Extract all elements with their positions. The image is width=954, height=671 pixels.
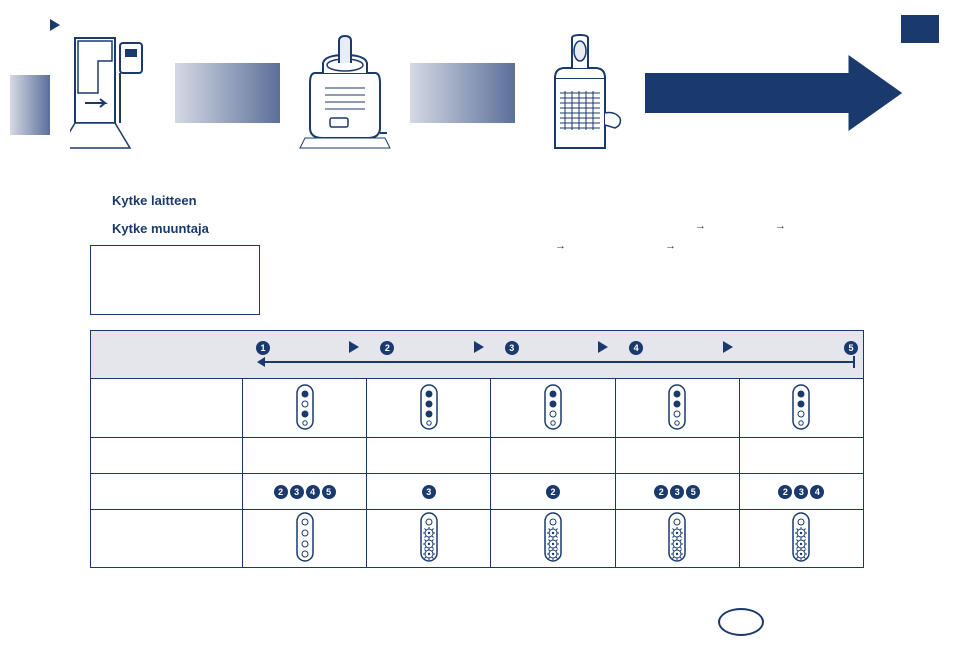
gradient-block-1	[175, 63, 280, 123]
program-table: 12345 234532235234	[90, 330, 864, 568]
header-step-number: 3	[505, 341, 519, 355]
step-badge: 2	[654, 485, 668, 499]
table-cell	[740, 379, 863, 437]
step-badge: 2	[778, 485, 792, 499]
arrow-glyph: →	[555, 240, 566, 252]
table-cell	[616, 510, 740, 567]
header-triangle-icon	[474, 341, 484, 353]
table-row: 234532235234	[91, 473, 863, 509]
table-header-row: 1 2 3 4 5	[91, 331, 863, 379]
row-label-cell	[91, 510, 243, 567]
hero-process-row	[50, 15, 904, 170]
table-cell: 3	[367, 474, 491, 509]
table-cell	[616, 438, 740, 473]
indicator-fan-icon	[295, 512, 315, 565]
row-label-cell	[91, 474, 243, 509]
indicator-pill-icon	[544, 384, 562, 433]
table-cell	[243, 510, 367, 567]
gradient-block-0	[10, 75, 50, 135]
note-box	[90, 245, 260, 315]
step-badge: 3	[422, 485, 436, 499]
indicator-pill-icon	[792, 384, 810, 433]
table-cell	[367, 510, 491, 567]
row-label-cell	[91, 438, 243, 473]
table-cell	[740, 510, 863, 567]
page-corner-tab	[901, 15, 939, 43]
heading-1: Kytke laitteen	[112, 193, 197, 208]
header-step-number: 4	[629, 341, 643, 355]
indicator-fan-icon	[419, 512, 439, 565]
table-cell	[367, 379, 491, 437]
table-cell	[491, 379, 615, 437]
step-badge: 4	[306, 485, 320, 499]
table-cell: 2345	[243, 474, 367, 509]
page-number-oval	[718, 608, 764, 636]
header-step-number: 5	[844, 341, 858, 355]
indicator-pill-icon	[668, 384, 686, 433]
header-step-number: 2	[380, 341, 394, 355]
big-arrow-icon	[645, 53, 904, 133]
table-row	[91, 379, 863, 437]
table-row	[91, 437, 863, 473]
step-badge: 2	[546, 485, 560, 499]
step-badge: 3	[670, 485, 684, 499]
indicator-fan-icon	[667, 512, 687, 565]
indicator-pill-icon	[420, 384, 438, 433]
step-badge: 4	[810, 485, 824, 499]
table-cell: 2	[491, 474, 615, 509]
table-cell	[740, 438, 863, 473]
step-badge: 3	[290, 485, 304, 499]
table-cell	[491, 510, 615, 567]
table-cell: 235	[616, 474, 740, 509]
table-cell	[367, 438, 491, 473]
timeline-arrowhead-icon	[257, 357, 265, 367]
table-cell	[491, 438, 615, 473]
step-badge: 5	[322, 485, 336, 499]
illustration-step-2	[295, 23, 395, 163]
arrow-glyph: →	[775, 220, 786, 232]
table-cell	[243, 438, 367, 473]
heading-2: Kytke muuntaja	[112, 221, 209, 236]
timeline-bar	[263, 361, 855, 363]
timeline-end-cap	[853, 356, 855, 368]
arrow-sequence: → → → →	[465, 220, 874, 250]
table-row	[91, 509, 863, 567]
header-triangle-icon	[723, 341, 733, 353]
arrow-glyph: →	[695, 220, 706, 232]
arrow-glyph: →	[665, 240, 676, 252]
header-triangle-icon	[349, 341, 359, 353]
table-cell: 234	[740, 474, 863, 509]
gradient-block-2	[410, 63, 515, 123]
triangle-marker-icon	[50, 19, 60, 31]
header-triangle-icon	[598, 341, 608, 353]
illustration-step-1	[60, 23, 160, 163]
indicator-pill-icon	[296, 384, 314, 433]
step-badge: 3	[794, 485, 808, 499]
illustration-step-3	[530, 23, 630, 163]
header-step-number: 1	[256, 341, 270, 355]
row-label-cell	[91, 379, 243, 437]
step-badge: 5	[686, 485, 700, 499]
indicator-fan-icon	[791, 512, 811, 565]
indicator-fan-icon	[543, 512, 563, 565]
step-badge: 2	[274, 485, 288, 499]
table-cell	[616, 379, 740, 437]
table-cell	[243, 379, 367, 437]
